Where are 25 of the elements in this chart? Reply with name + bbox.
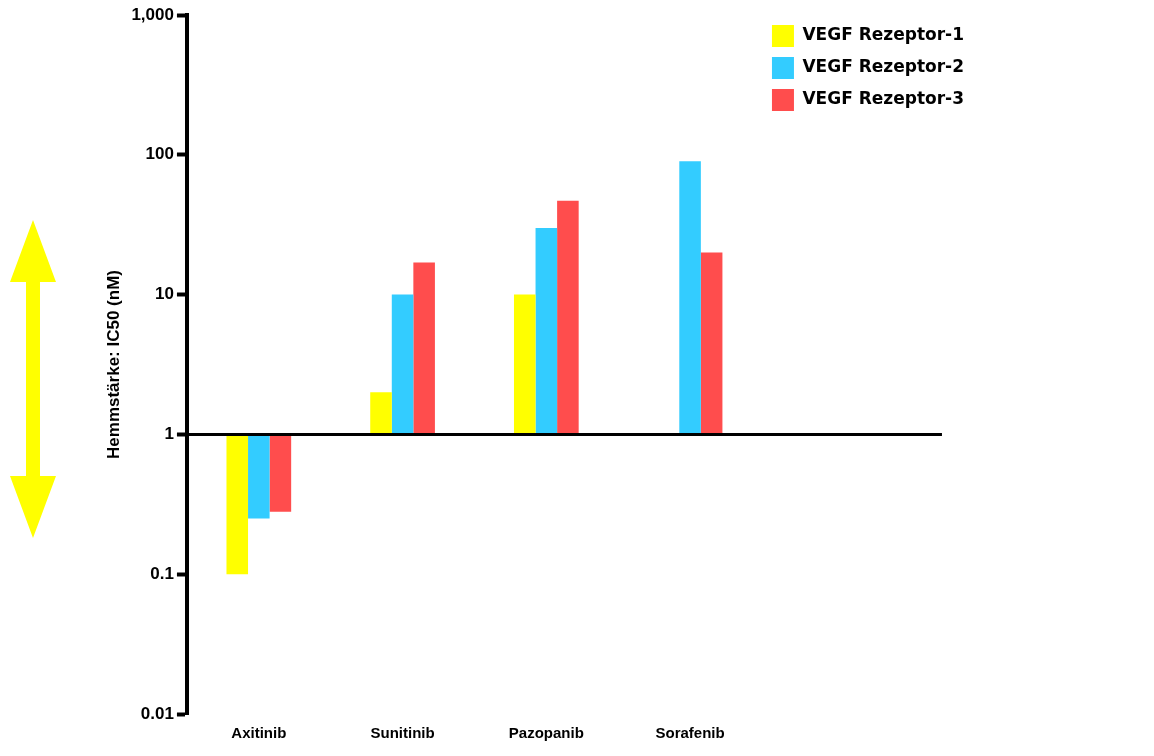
legend-label: VEGF Rezeptor-3 bbox=[802, 88, 965, 109]
y-tick-label: 1 bbox=[164, 424, 174, 444]
y-tick-label: 100 bbox=[145, 144, 174, 164]
y-tick-label: 0.1 bbox=[150, 563, 174, 583]
bar bbox=[391, 294, 414, 435]
bar bbox=[513, 294, 536, 435]
x-tick-label: Pazopanib bbox=[508, 724, 584, 742]
y-axis-title: Hemmstärke: IC50 (nM) bbox=[103, 270, 123, 459]
bar bbox=[248, 434, 270, 519]
x-tick-label: Sorafenib bbox=[655, 724, 725, 742]
bar bbox=[370, 392, 392, 435]
bar bbox=[557, 200, 579, 435]
y-tick-label: 10 bbox=[155, 284, 174, 304]
legend-label: VEGF Rezeptor-2 bbox=[802, 56, 965, 77]
bar bbox=[535, 227, 558, 435]
legend-label: VEGF Rezeptor-1 bbox=[802, 24, 965, 45]
x-tick-label: Sunitinib bbox=[370, 724, 435, 742]
x-tick-label: Axitinib bbox=[231, 724, 287, 742]
bar bbox=[413, 262, 435, 435]
y-tick-label: 0.01 bbox=[140, 703, 174, 723]
bar bbox=[700, 252, 723, 435]
bar bbox=[269, 434, 292, 512]
y-tick-label: 1,000 bbox=[131, 4, 174, 24]
bar bbox=[226, 434, 249, 575]
bar bbox=[679, 161, 701, 435]
